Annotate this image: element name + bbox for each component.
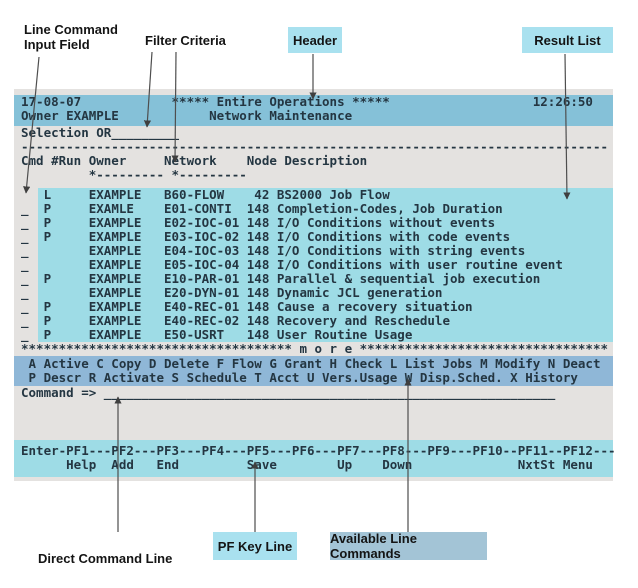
columns-ruler: *--------- *---------	[21, 167, 247, 182]
command-label: Command =>	[21, 385, 104, 400]
annotation-filter-criteria: Filter Criteria	[145, 33, 226, 48]
result-row: _ P EXAMPLE E02-IOC-01 148 I/O Condition…	[14, 216, 613, 230]
available-line-commands-band: A Active C Copy D Delete F Flow G Grant …	[14, 356, 613, 386]
result-row: _ P EXAMPLE E10-PAR-01 148 Parallel & se…	[14, 272, 613, 286]
row-cmd-input[interactable]: _	[21, 229, 29, 244]
row-cmd-input[interactable]: _	[21, 201, 29, 216]
row-body: P EXAMPLE E03-IOC-02 148 I/O Conditions …	[28, 229, 511, 244]
row-cmd-input[interactable]: _	[21, 313, 29, 328]
annotation-available-line-commands-chip: Available Line Commands	[330, 531, 487, 561]
annotation-line-command-line2: Input Field	[24, 37, 90, 52]
command-line: Command => _____________________________…	[14, 386, 613, 400]
pf-key-row2: Help Add End Save Up Down NxtSt Menu	[21, 457, 593, 472]
row-body: P EXAMPLE E40-REC-02 148 Recovery and Re…	[28, 313, 450, 328]
annotation-pf-key-line-chip: PF Key Line	[213, 532, 297, 560]
result-row: _ EXAMPLE E04-IOC-03 148 I/O Conditions …	[14, 244, 613, 258]
result-row: _ P EXAMPLE E50-USRT 148 User Routine Us…	[14, 328, 613, 342]
annotation-result-list-chip: Result List	[522, 27, 613, 53]
row-body: EXAMPLE E05-IOC-04 148 I/O Conditions wi…	[28, 257, 563, 272]
row-cmd-input[interactable]: _	[21, 215, 29, 230]
row-cmd-input[interactable]: _	[21, 257, 29, 272]
result-row: _ P EXAMPLE E40-REC-01 148 Cause a recov…	[14, 300, 613, 314]
result-row: _ P EXAMPLE E40-REC-02 148 Recovery and …	[14, 314, 613, 328]
result-row: _ EXAMPLE E05-IOC-04 148 I/O Conditions …	[14, 258, 613, 272]
more-line: ************************************ m o…	[21, 341, 608, 356]
annotation-line-command-input-field: Line Command Input Field	[24, 22, 118, 52]
spacer	[14, 400, 613, 440]
row-cmd-input[interactable]	[21, 187, 29, 202]
row-cmd-input[interactable]: _	[21, 299, 29, 314]
annotation-line-command-line1: Line Command	[24, 22, 118, 37]
pf-key-band: Enter-PF1---PF2---PF3---PF4---PF5---PF6-…	[14, 440, 616, 477]
row-body: L EXAMPLE B60-FLOW 42 BS2000 Job Flow	[28, 187, 390, 202]
result-row: _ P EXAMLE E01-CONTI 148 Completion-Code…	[14, 202, 613, 216]
result-row: L EXAMPLE B60-FLOW 42 BS2000 Job Flow	[14, 188, 613, 202]
annotation-header-chip: Header	[288, 27, 342, 53]
row-cmd-input[interactable]: _	[21, 327, 29, 342]
direct-command-input[interactable]: ________________________________________…	[103, 385, 556, 400]
screen-header-line1: 17-08-07 ***** Entire Operations ***** 1…	[21, 94, 593, 109]
row-cmd-input[interactable]: _	[21, 271, 29, 286]
pf-key-row1: Enter-PF1---PF2---PF3---PF4---PF5---PF6-…	[21, 443, 616, 458]
row-body: P EXAMPLE E40-REC-01 148 Cause a recover…	[28, 299, 473, 314]
screen-header-band: 17-08-07 ***** Entire Operations ***** 1…	[14, 95, 613, 126]
selection-label: Selection OR	[21, 125, 112, 140]
row-body: P EXAMPLE E02-IOC-01 148 I/O Conditions …	[28, 215, 496, 230]
line-commands-row2: P Descr R Activate S Schedule T Acct U V…	[21, 370, 578, 385]
result-row: _ EXAMPLE E20-DYN-01 148 Dynamic JCL gen…	[14, 286, 613, 300]
result-list-highlight	[38, 188, 613, 342]
row-cmd-input[interactable]: _	[21, 285, 29, 300]
separator-line: ----------------------------------------…	[21, 139, 608, 154]
terminal-screen: 17-08-07 ***** Entire Operations ***** 1…	[14, 89, 616, 481]
row-body: P EXAMPLE E50-USRT 148 User Routine Usag…	[28, 327, 413, 342]
result-list: L EXAMPLE B60-FLOW 42 BS2000 Job Flow _ P…	[14, 188, 613, 342]
result-row: _ P EXAMPLE E03-IOC-02 148 I/O Condition…	[14, 230, 613, 244]
row-body: P EXAMLE E01-CONTI 148 Completion-Codes,…	[28, 201, 503, 216]
selection-or-input[interactable]: _________	[111, 125, 180, 140]
line-commands-row1: A Active C Copy D Delete F Flow G Grant …	[21, 356, 601, 371]
row-cmd-input[interactable]: _	[21, 243, 29, 258]
screen-header-line2: Owner EXAMPLE Network Maintenance	[21, 108, 353, 123]
columns-header: Cmd #Run Owner Network Node Description	[21, 153, 368, 168]
row-body: EXAMPLE E04-IOC-03 148 I/O Conditions wi…	[28, 243, 526, 258]
row-body: P EXAMPLE E10-PAR-01 148 Parallel & sequ…	[28, 271, 541, 286]
annotation-direct-command-line: Direct Command Line	[38, 551, 173, 566]
row-body: EXAMPLE E20-DYN-01 148 Dynamic JCL gener…	[28, 285, 443, 300]
selection-line: Selection OR_________	[14, 126, 613, 140]
